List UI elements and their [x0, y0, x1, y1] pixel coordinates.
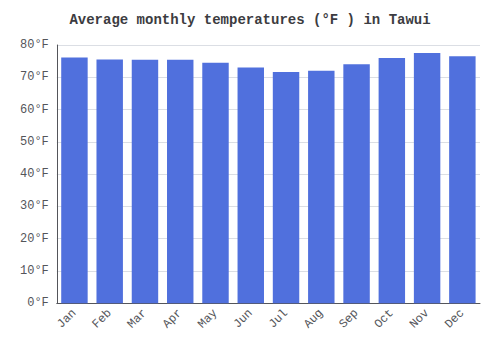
svg-text:Nov: Nov: [407, 306, 432, 331]
svg-text:May: May: [195, 306, 220, 331]
svg-text:60°F: 60°F: [20, 103, 49, 117]
svg-text:Mar: Mar: [125, 306, 150, 331]
svg-text:Feb: Feb: [89, 306, 114, 331]
svg-text:70°F: 70°F: [20, 70, 49, 84]
svg-text:Aug: Aug: [301, 306, 326, 331]
svg-text:10°F: 10°F: [20, 264, 49, 278]
svg-text:Jul: Jul: [266, 306, 291, 331]
svg-text:50°F: 50°F: [20, 135, 49, 149]
svg-text:30°F: 30°F: [20, 199, 49, 213]
svg-text:Oct: Oct: [372, 306, 397, 331]
svg-text:Dec: Dec: [442, 306, 467, 331]
svg-text:Average monthly temperatures (: Average monthly temperatures (°F ) in Ta…: [69, 12, 430, 28]
svg-text:Jun: Jun: [231, 306, 256, 331]
svg-text:80°F: 80°F: [20, 38, 49, 52]
svg-text:40°F: 40°F: [20, 167, 49, 181]
svg-text:Apr: Apr: [160, 306, 185, 331]
svg-text:Jan: Jan: [54, 306, 79, 331]
svg-text:20°F: 20°F: [20, 232, 49, 246]
svg-text:Sep: Sep: [336, 306, 361, 331]
svg-text:0°F: 0°F: [27, 296, 49, 310]
